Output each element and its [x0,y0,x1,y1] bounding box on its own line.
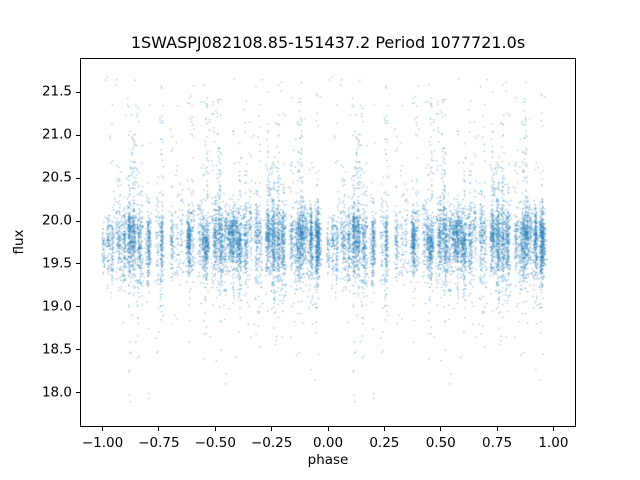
x-tick-label: 0.75 [482,435,513,451]
x-tick-mark [214,427,216,431]
plot-title: 1SWASPJ082108.85-151437.2 Period 1077721… [130,33,526,52]
y-tick-label: 20.5 [41,169,72,186]
x-axis-label: phase [307,452,349,468]
x-tick-mark [102,427,104,431]
y-tick-label: 21.5 [41,83,72,100]
y-tick-label: 19.5 [41,255,72,272]
x-tick-mark [552,427,554,431]
plot-area [80,58,576,427]
x-tick-label: 0.25 [369,435,400,451]
y-tick-label: 18.0 [41,384,72,401]
y-tick-mark [76,177,80,179]
x-tick-mark [383,427,385,431]
x-tick-mark [496,427,498,431]
x-tick-mark [271,427,273,431]
y-tick-label: 18.5 [41,341,72,358]
x-tick-label: 0.50 [425,435,456,451]
x-tick-mark [440,427,442,431]
x-tick-label: −1.00 [81,435,124,451]
x-tick-label: 1.00 [538,435,569,451]
y-tick-label: 19.0 [41,298,72,315]
x-tick-label: −0.25 [250,435,293,451]
x-tick-mark [327,427,329,431]
x-tick-label: −0.50 [194,435,236,451]
y-tick-label: 21.0 [41,126,72,143]
y-tick-mark [76,134,80,136]
y-tick-mark [76,91,80,93]
y-tick-mark [76,263,80,265]
x-tick-mark [158,427,160,431]
x-tick-label: −0.75 [138,435,180,451]
y-tick-mark [76,306,80,308]
y-tick-mark [76,220,80,222]
y-tick-mark [76,349,80,351]
y-tick-mark [76,392,80,394]
y-tick-label: 20.0 [41,212,72,229]
scatter-canvas [81,59,575,426]
x-tick-label: 0.00 [312,435,344,451]
